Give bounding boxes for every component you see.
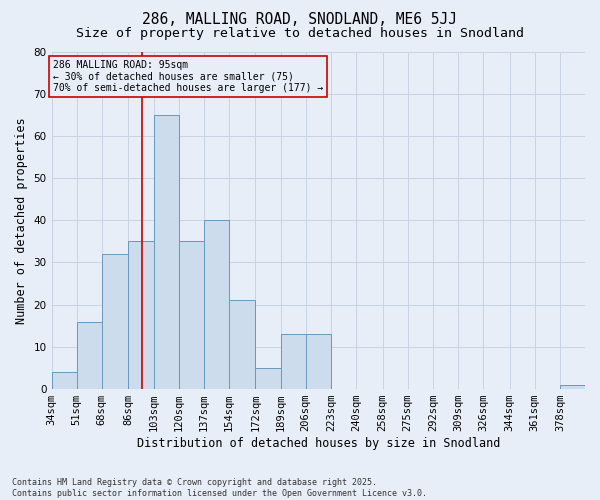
Bar	[560, 385, 585, 389]
Bar	[52, 372, 77, 389]
Bar	[154, 115, 179, 389]
Bar	[179, 242, 204, 389]
Text: 286, MALLING ROAD, SNODLAND, ME6 5JJ: 286, MALLING ROAD, SNODLAND, ME6 5JJ	[143, 12, 458, 28]
Bar	[77, 322, 102, 389]
Text: Size of property relative to detached houses in Snodland: Size of property relative to detached ho…	[76, 28, 524, 40]
Bar	[229, 300, 256, 389]
Text: Contains HM Land Registry data © Crown copyright and database right 2025.
Contai: Contains HM Land Registry data © Crown c…	[12, 478, 427, 498]
Bar	[281, 334, 306, 389]
Bar	[256, 368, 281, 389]
Bar	[128, 242, 154, 389]
Text: 286 MALLING ROAD: 95sqm
← 30% of detached houses are smaller (75)
70% of semi-de: 286 MALLING ROAD: 95sqm ← 30% of detache…	[53, 60, 323, 93]
X-axis label: Distribution of detached houses by size in Snodland: Distribution of detached houses by size …	[137, 437, 500, 450]
Y-axis label: Number of detached properties: Number of detached properties	[15, 117, 28, 324]
Bar	[306, 334, 331, 389]
Bar	[204, 220, 229, 389]
Bar	[102, 254, 128, 389]
